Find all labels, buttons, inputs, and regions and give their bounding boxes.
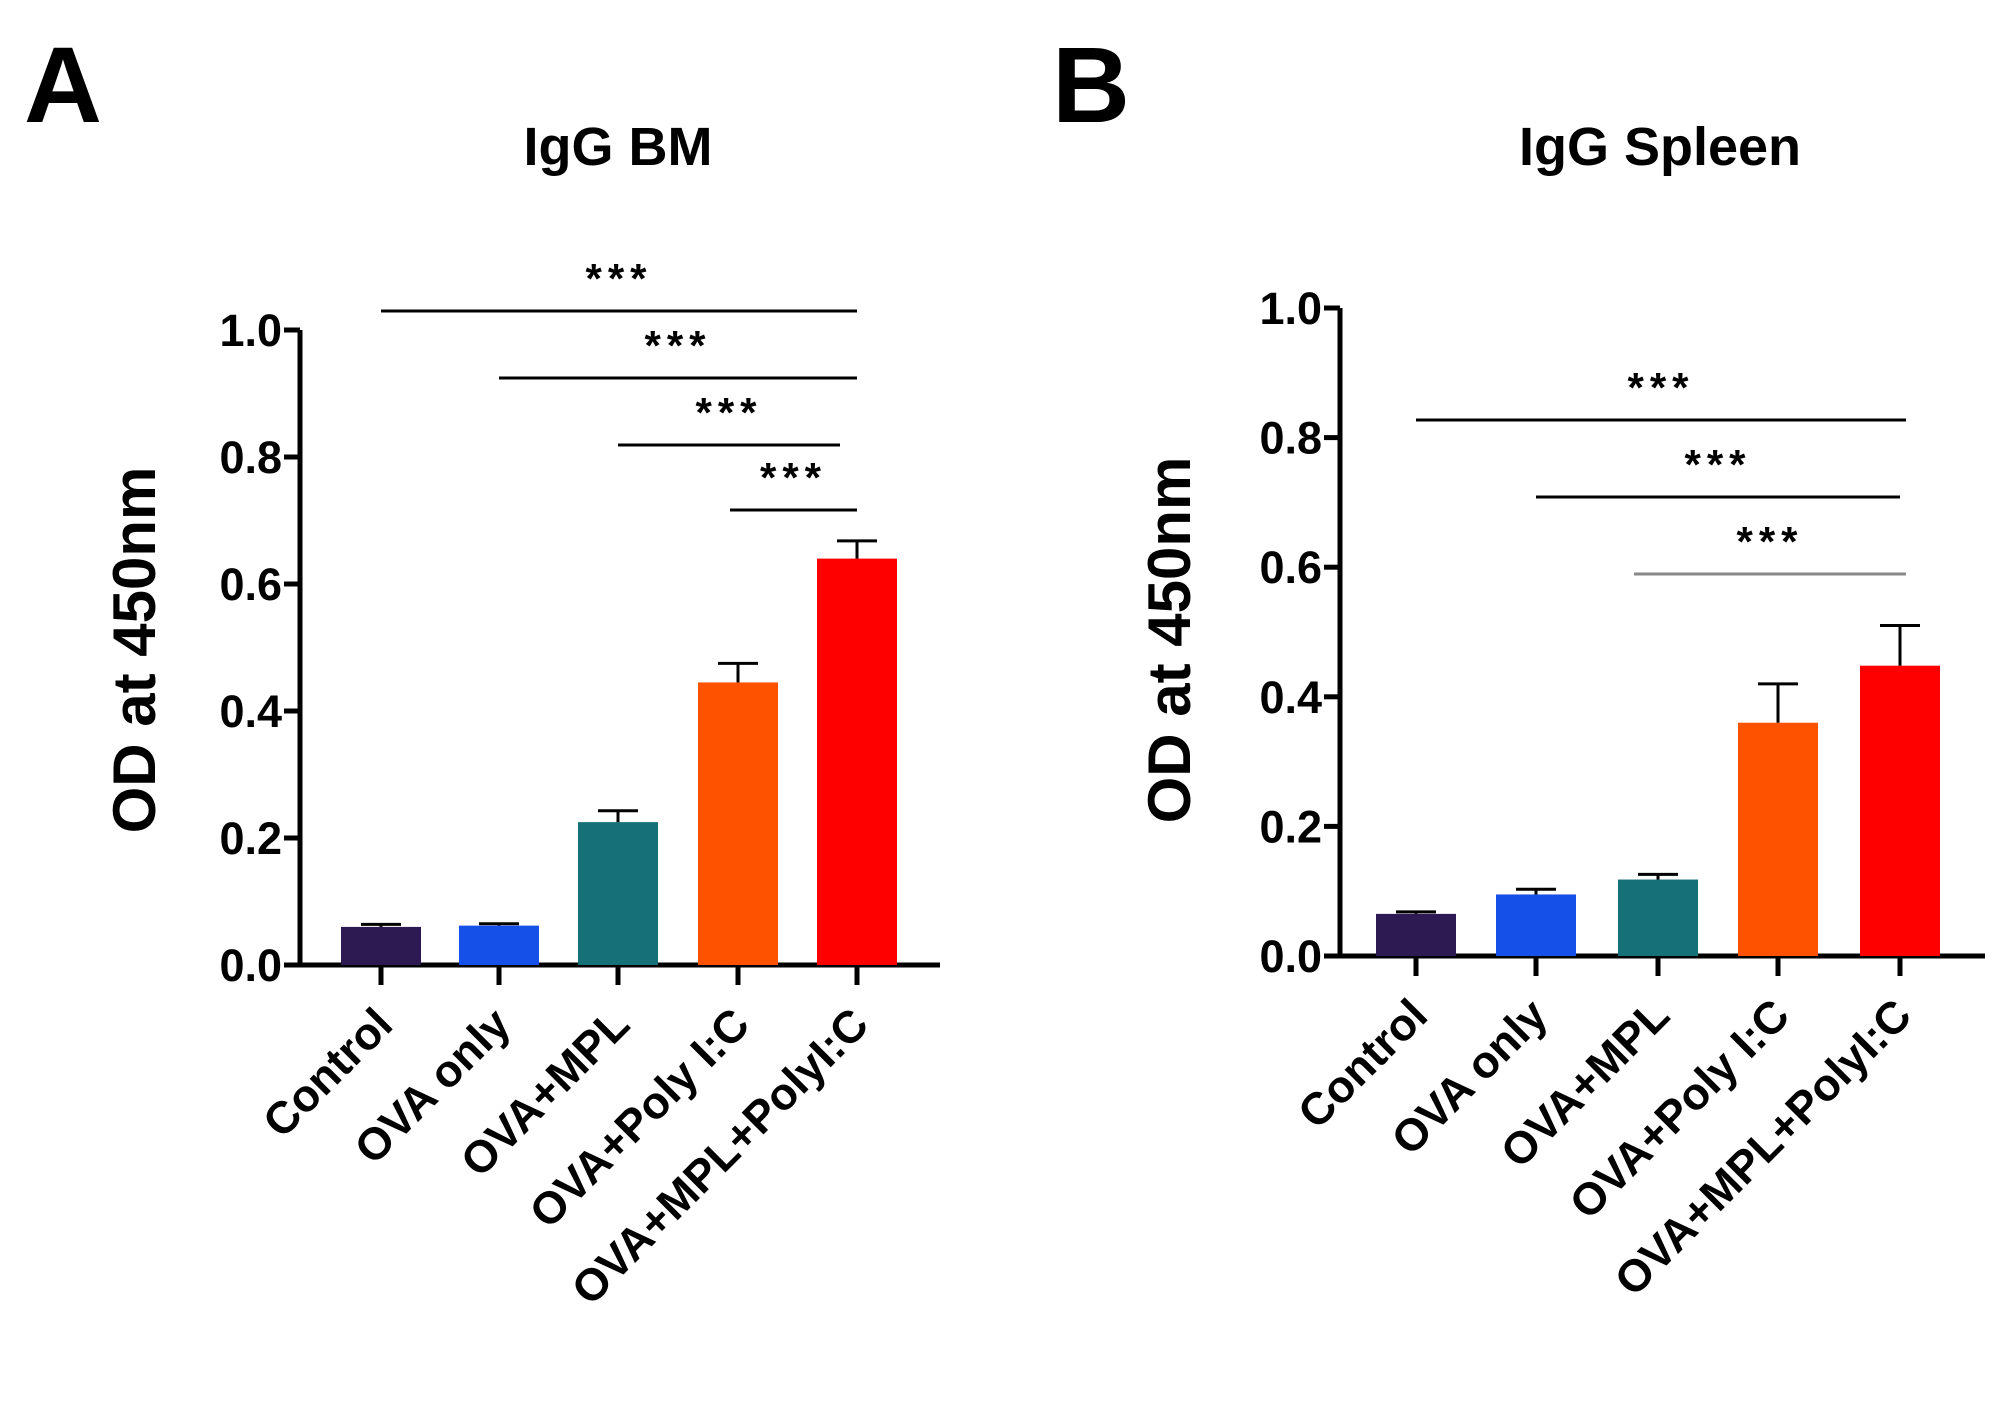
y-tick-label: 0.8 <box>219 432 282 483</box>
x-tick-label: OVA+Poly I:C <box>1559 989 1799 1229</box>
chart-title-a: IgG BM <box>524 117 713 177</box>
significance-label: *** <box>644 322 711 369</box>
significance-label: *** <box>1736 518 1803 565</box>
bar <box>1860 665 1940 956</box>
significance-label: *** <box>1627 364 1694 411</box>
bar <box>817 558 897 965</box>
bar <box>578 822 658 965</box>
y-axis-label-a: OD at 450nm <box>101 467 168 834</box>
bar <box>698 682 778 965</box>
y-tick-label: 0.4 <box>1259 672 1322 723</box>
panel-b: B IgG Spleen OD at 450nm 0.0 0.2 0.4 0.6 0.8… <box>1052 24 1985 1306</box>
significance-label: *** <box>585 255 652 302</box>
y-tick-label: 0.6 <box>219 559 282 610</box>
y-tick-label: 0.8 <box>1259 413 1322 464</box>
panel-letter-a: A <box>24 24 102 145</box>
y-tick-label: 0.0 <box>219 940 282 991</box>
significance-label: *** <box>695 389 762 436</box>
bar <box>1618 879 1698 956</box>
bar <box>1496 894 1576 956</box>
y-tick-label: 0.2 <box>219 813 282 864</box>
bar <box>1376 913 1456 956</box>
y-tick-label: 0.6 <box>1259 542 1322 593</box>
y-tick-label: 0.2 <box>1259 801 1322 852</box>
significance-label: *** <box>760 454 827 501</box>
bar <box>1738 722 1818 956</box>
panel-letter-b: B <box>1052 24 1130 145</box>
y-tick-label: 1.0 <box>219 305 282 356</box>
significance-label: *** <box>1684 441 1751 488</box>
chart-title-b: IgG Spleen <box>1519 117 1801 177</box>
bar <box>459 925 539 965</box>
y-tick-label: 0.0 <box>1259 931 1322 982</box>
panel-a: A IgG BM OD at 450nm 0.00.20.40.60.81.0C… <box>24 24 940 1315</box>
y-axis-label-b: OD at 450nm <box>1136 457 1203 824</box>
y-tick-label: 0.4 <box>219 686 282 737</box>
bar <box>341 926 421 965</box>
y-tick-label: 1.0 <box>1259 283 1322 334</box>
